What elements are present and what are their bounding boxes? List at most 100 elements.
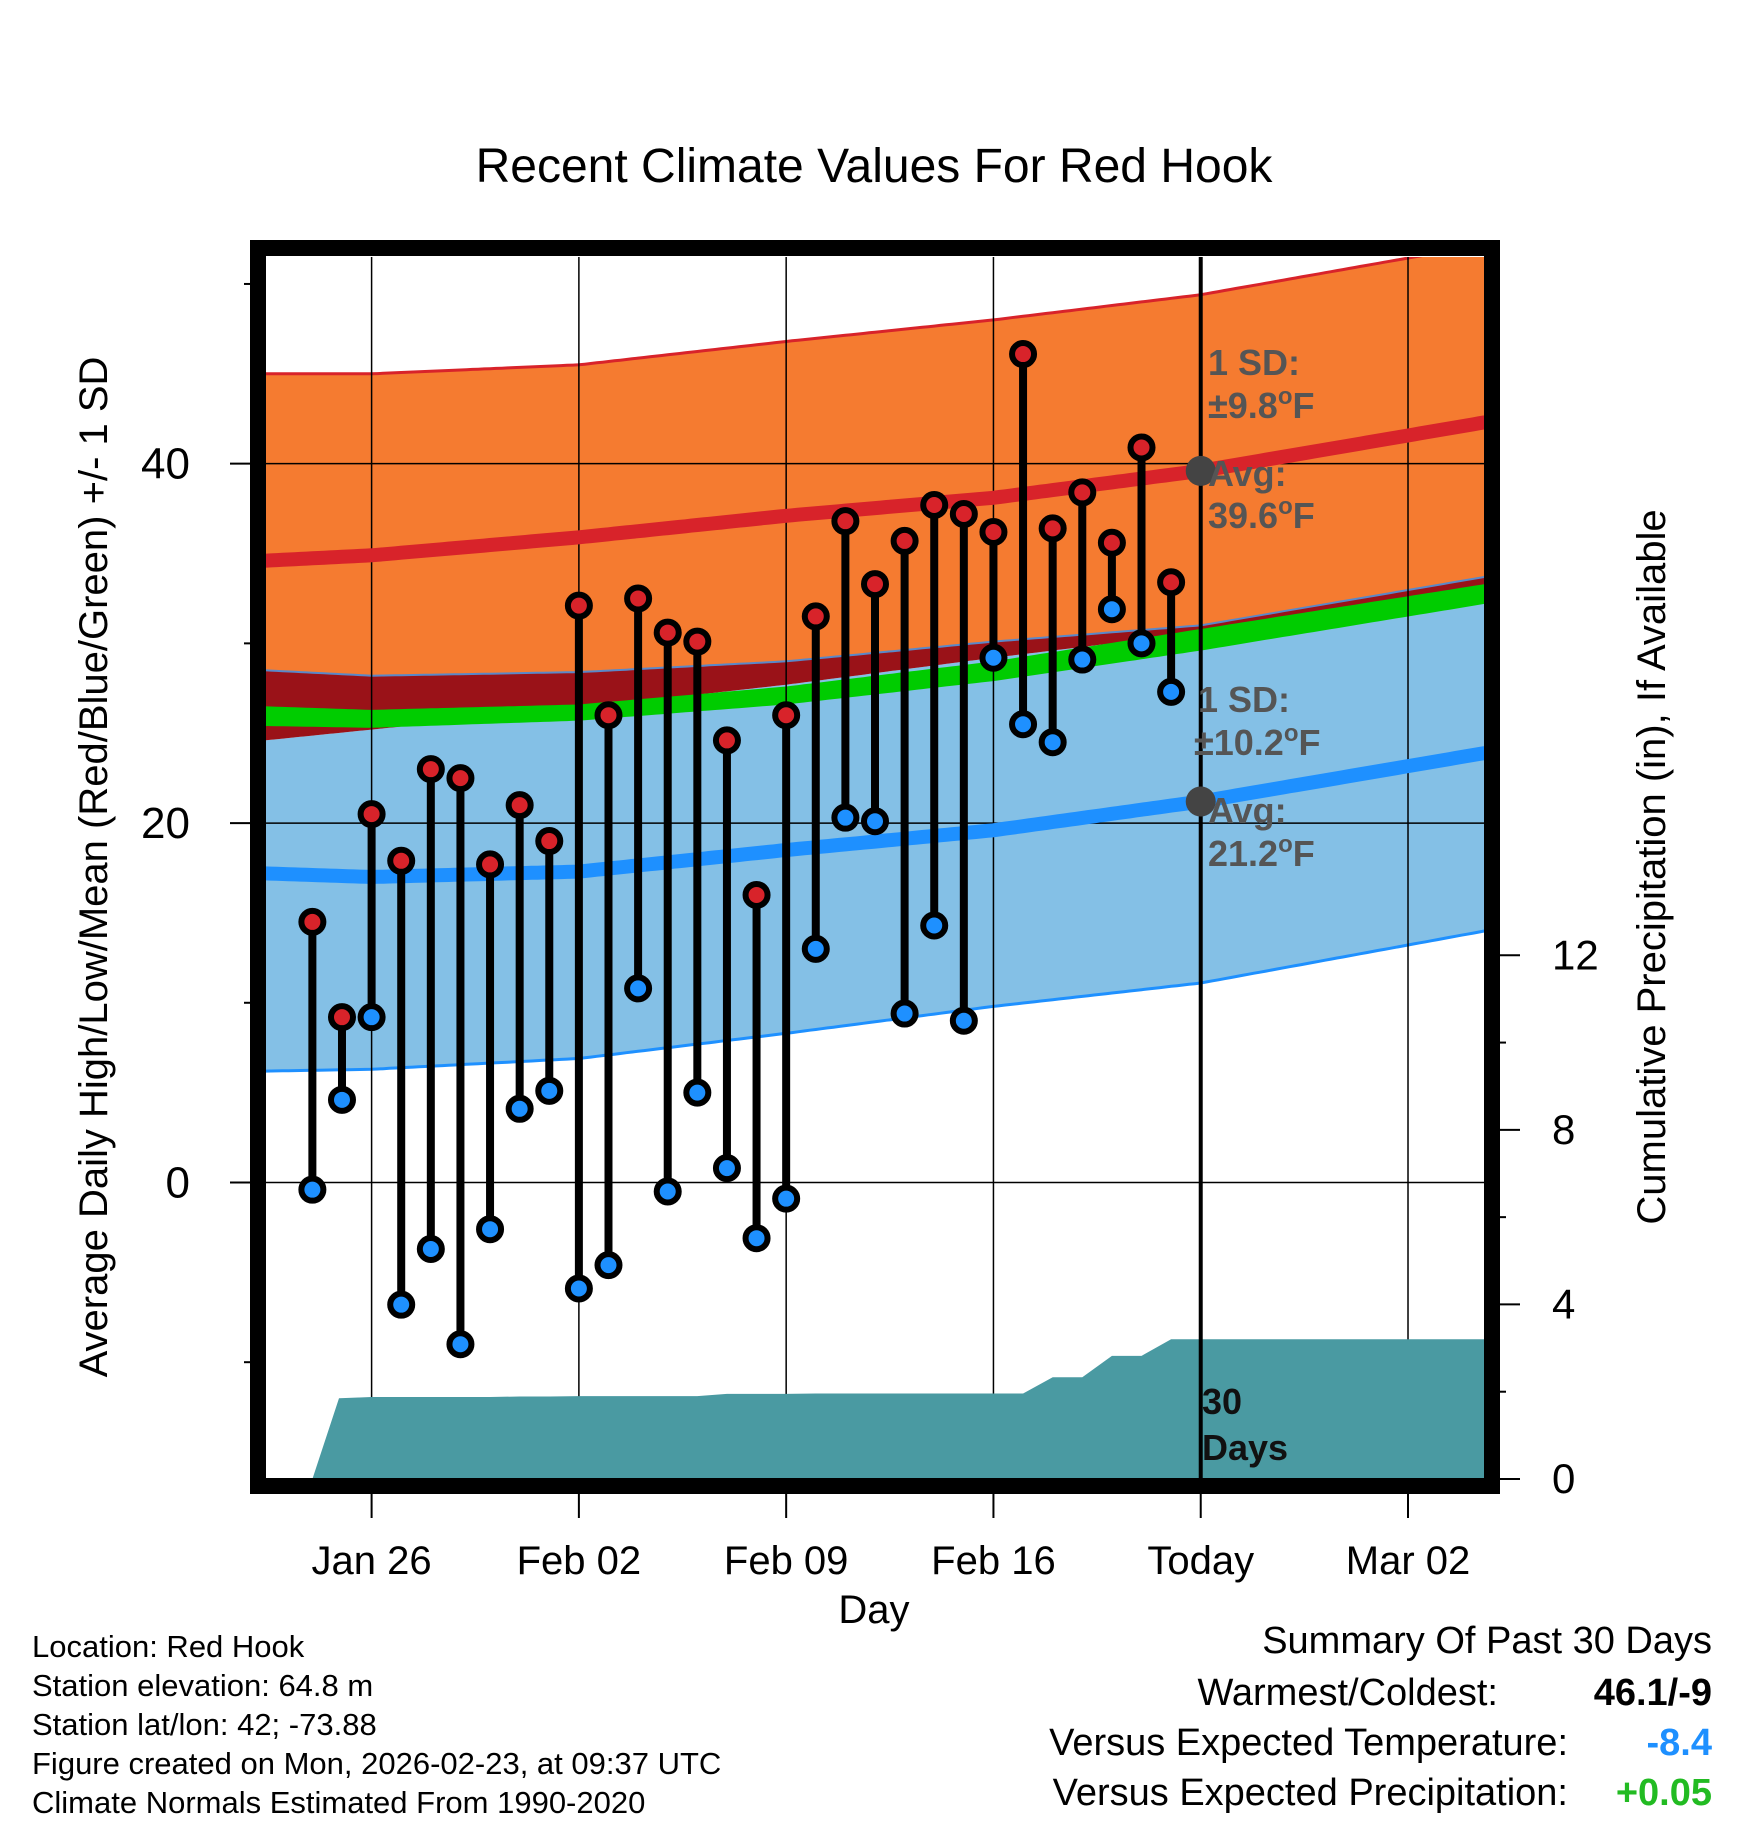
daily-low-point bbox=[387, 1290, 416, 1319]
daily-high-point bbox=[535, 827, 564, 856]
low-sd-value: ±10.2oF bbox=[1194, 720, 1321, 763]
daily-low-point bbox=[979, 643, 1008, 672]
daily-high-point bbox=[1009, 340, 1038, 369]
daily-high-point bbox=[1097, 528, 1126, 557]
daily-low-point bbox=[446, 1330, 475, 1359]
daily-low-point bbox=[1068, 645, 1097, 674]
daily-low-point bbox=[890, 999, 919, 1028]
y2-tick-label: 12 bbox=[1552, 931, 1599, 978]
summary-warm-value: 46.1/-9 bbox=[1593, 1672, 1712, 1714]
daily-low-point bbox=[653, 1177, 682, 1206]
daily-low-point bbox=[949, 1006, 978, 1035]
daily-high-point bbox=[1038, 514, 1067, 543]
daily-low-point bbox=[1038, 728, 1067, 757]
info-location: Location: Red Hook bbox=[32, 1629, 305, 1664]
daily-high-point bbox=[1157, 568, 1186, 597]
today-high-avg-marker bbox=[1185, 455, 1216, 486]
y-tick-label: 40 bbox=[141, 440, 190, 489]
daily-low-point bbox=[564, 1274, 593, 1303]
daily-low-point bbox=[1097, 595, 1126, 624]
info-latlon: Station lat/lon: 42; -73.88 bbox=[32, 1707, 377, 1742]
daily-low-point bbox=[801, 934, 830, 963]
daily-high-point bbox=[683, 627, 712, 656]
daily-high-point bbox=[624, 584, 653, 613]
y-tick-label: 20 bbox=[141, 799, 190, 848]
daily-high-point bbox=[298, 907, 327, 936]
summary-warm-label: Warmest/Coldest: bbox=[1197, 1672, 1498, 1714]
summary-precip-label: Versus Expected Precipitation: bbox=[1052, 1772, 1568, 1814]
info-elevation: Station elevation: 64.8 m bbox=[32, 1668, 374, 1703]
daily-high-point bbox=[476, 850, 505, 879]
summary-precip-value: +0.05 bbox=[1615, 1772, 1712, 1814]
info-created: Figure created on Mon, 2026-02-23, at 09… bbox=[32, 1746, 722, 1781]
daily-high-point bbox=[653, 618, 682, 647]
daily-high-point bbox=[594, 701, 623, 730]
daily-high-point bbox=[712, 726, 741, 755]
daily-low-point bbox=[416, 1234, 445, 1263]
low-avg-value: 21.2oF bbox=[1208, 831, 1315, 874]
daily-low-point bbox=[772, 1184, 801, 1213]
y2-axis-label: Cumulative Precipitation (in), If Availa… bbox=[1630, 509, 1674, 1224]
daily-high-point bbox=[801, 602, 830, 631]
low-avg-label: Avg: bbox=[1208, 790, 1287, 831]
x-tick-label: Today bbox=[1147, 1539, 1254, 1583]
daily-high-point bbox=[831, 507, 860, 536]
daily-high-point bbox=[357, 800, 386, 829]
today-low-avg-marker bbox=[1185, 786, 1216, 817]
y-tick-label: 0 bbox=[166, 1158, 190, 1207]
high-avg-label: Avg: bbox=[1208, 453, 1287, 494]
daily-low-point bbox=[505, 1094, 534, 1123]
summary-temp-label: Versus Expected Temperature: bbox=[1049, 1722, 1568, 1764]
daily-low-point bbox=[476, 1215, 505, 1244]
normal-low-mean-line bbox=[265, 746, 1485, 885]
x-axis-label: Day bbox=[838, 1588, 909, 1632]
plot-frame bbox=[250, 240, 1500, 1494]
daily-low-point bbox=[535, 1076, 564, 1105]
daily-high-point bbox=[1127, 433, 1156, 462]
daily-low-point bbox=[683, 1078, 712, 1107]
daily-low-point bbox=[1157, 677, 1186, 706]
daily-high-point bbox=[387, 846, 416, 875]
daily-high-point bbox=[920, 490, 949, 519]
daily-high-point bbox=[416, 755, 445, 784]
daily-low-point bbox=[861, 807, 889, 836]
normal-high-band bbox=[265, 257, 1485, 676]
y2-tick-label: 4 bbox=[1552, 1280, 1575, 1327]
daily-high-point bbox=[890, 526, 919, 555]
daily-high-point bbox=[446, 764, 475, 793]
daily-low-point bbox=[1127, 629, 1156, 658]
daily-high-point bbox=[742, 880, 771, 909]
normal-high-mean-line bbox=[265, 415, 1485, 568]
daily-low-point bbox=[594, 1251, 623, 1280]
high-sd-value: ±9.8oF bbox=[1208, 383, 1314, 426]
cumulative-precip-area bbox=[312, 1339, 1485, 1479]
low-sd-label: 1 SD: bbox=[1198, 679, 1290, 720]
normal-high-upper-line bbox=[265, 257, 1423, 376]
daily-high-point bbox=[505, 791, 534, 820]
daily-high-point bbox=[949, 499, 978, 528]
daily-high-point bbox=[772, 701, 801, 730]
daily-low-point bbox=[298, 1175, 327, 1204]
x-tick-label: Feb 09 bbox=[724, 1539, 849, 1583]
daily-low-point bbox=[920, 911, 949, 940]
period-number: 30 bbox=[1202, 1381, 1242, 1422]
x-tick-label: Mar 02 bbox=[1346, 1539, 1471, 1583]
daily-low-point bbox=[831, 803, 860, 832]
y-axis-label: Average Daily High/Low/Mean (Red/Blue/Gr… bbox=[72, 357, 116, 1378]
daily-high-point bbox=[979, 517, 1008, 546]
high-avg-value: 39.6oF bbox=[1208, 493, 1315, 536]
daily-high-point bbox=[1068, 478, 1097, 507]
y2-tick-label: 8 bbox=[1552, 1106, 1575, 1153]
summary-heading: Summary Of Past 30 Days bbox=[1262, 1620, 1712, 1662]
normal-low-lower-line bbox=[265, 929, 1485, 1073]
daily-low-point bbox=[357, 1003, 386, 1032]
daily-low-point bbox=[742, 1224, 771, 1253]
daily-low-point bbox=[712, 1154, 741, 1183]
normal-mean-band bbox=[265, 584, 1485, 728]
summary-temp-value: -8.4 bbox=[1646, 1722, 1712, 1764]
daily-high-point bbox=[327, 1003, 356, 1032]
chart-title: Recent Climate Values For Red Hook bbox=[476, 140, 1274, 193]
high-sd-label: 1 SD: bbox=[1208, 342, 1300, 383]
info-normals: Climate Normals Estimated From 1990-2020 bbox=[32, 1785, 646, 1820]
